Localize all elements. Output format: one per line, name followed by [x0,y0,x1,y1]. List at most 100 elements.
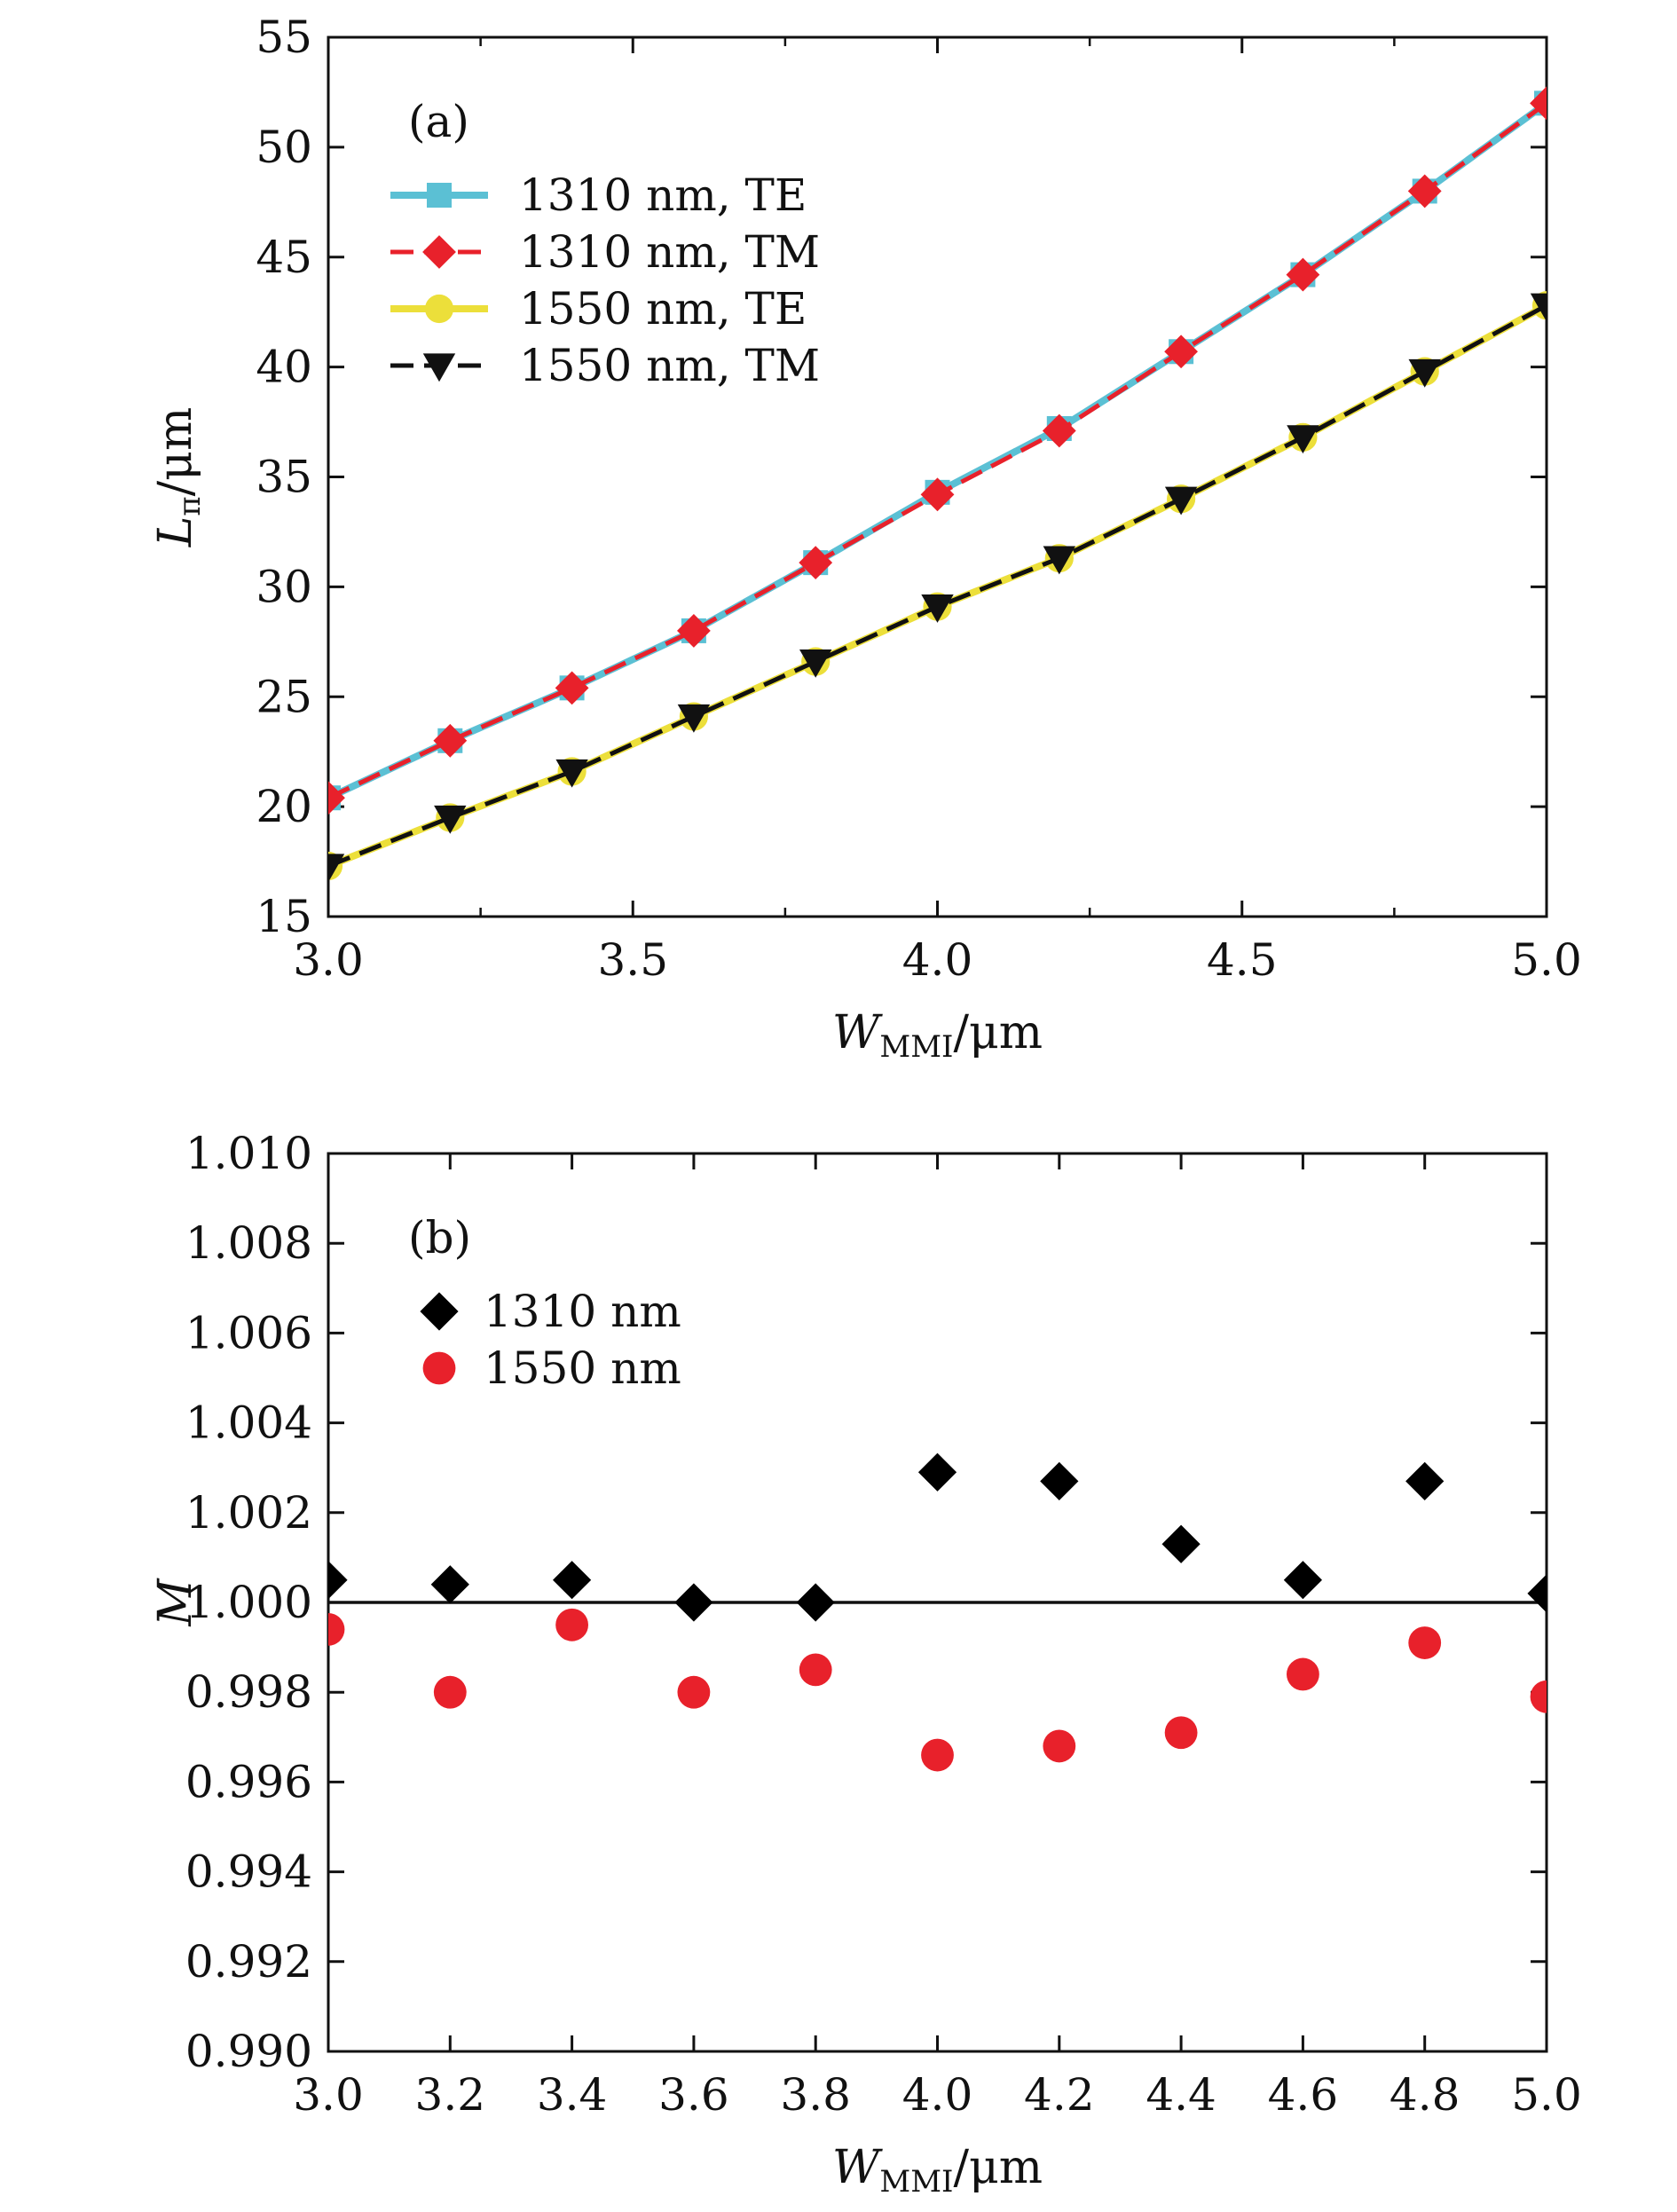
x-tick-label: 3.5 [597,934,668,986]
x-tick-label: 4.0 [902,2069,973,2121]
series-1310-nm-tm-point [1164,335,1198,369]
x-tick-label: 4.5 [1207,934,1278,986]
series-1550-nm-tm-point [555,759,588,788]
legend-1310-nm-label: 1310 nm [484,1286,681,1337]
series-1310-nm-tm-point [1407,174,1442,209]
series-1310-nm-tm-point [799,546,833,580]
series-1550-nm-point [799,1653,832,1687]
y-axis-label: M [149,1578,202,1627]
panel-label: (b) [408,1212,471,1263]
series-1310-nm-tm-line [328,101,1547,800]
series-1550-nm-tm-point [328,854,345,883]
plot-frame [327,35,1548,918]
series-1550-nm-tm-point [1408,358,1441,388]
series-1550-nm-point [921,1738,954,1772]
series-1310-nm-point [1527,1574,1547,1613]
x-tick-label: 5.0 [1511,2069,1582,2121]
series-1550-nm-point [1287,1657,1319,1691]
series-1310-nm-tm-point [920,477,955,512]
y-tick-label: 30 [256,561,312,612]
series-1550-nm-point [677,1675,711,1709]
series-1310-nm-tm-point [555,671,589,705]
series-1310-nm-point [553,1561,592,1600]
legend-1310-nm-te-label: 1310 nm, TE [519,169,807,221]
panel-b-chart: 3.0 3.2 3.4 3.6 3.8 4.0 4.2 4.4 4.6 4.8 5.0 0.990 0.… [149,1128,1582,2200]
series-1550-nm-point [1043,1729,1076,1763]
legend-1310-nm-tm-label: 1310 nm, TM [519,226,820,278]
y-tick-label: 40 [256,342,312,393]
x-tick-label: 3.6 [658,2069,729,2121]
y-tick-label: 0.990 [185,2026,312,2077]
y-tick-label: 1.008 [185,1217,312,1269]
series-1550-nm-point [1164,1716,1198,1750]
series-1550-nm-point [328,1612,345,1646]
y-tick-label: 1.004 [185,1397,312,1449]
y-axis-label-subscript: π [172,496,208,516]
y-axis-label: Lπ/μm [149,407,208,548]
series-1310-nm-tm-point [1042,413,1076,448]
x-axis-label: WMMI/μm [832,1006,1043,1065]
legend-1310-nm-tm-marker [422,235,456,269]
series-1550-nm-tm-point [677,704,711,733]
y-axis-label-symbol: L [149,516,202,548]
series-1550-nm-tm-point [434,805,467,834]
x-tick-label: 4.2 [1024,2069,1095,2121]
legend-1550-nm-te-marker [424,294,454,324]
series-1550-nm-tm-line [328,303,1547,869]
series-1310-nm-tm-point [1286,257,1320,292]
series-1550-nm-point [1530,1680,1547,1713]
series-1310-nm-tm-point [677,614,711,648]
y-tick-label: 1.002 [185,1487,312,1539]
x-axis-label: WMMI/μm [832,2141,1043,2200]
x-axis-label-unit: /μm [953,2141,1043,2194]
x-axis-label-unit: /μm [953,1006,1043,1059]
series-1550-nm-tm-point [799,649,832,678]
x-tick-label: 3.8 [780,2069,851,2121]
x-tick-label: 3.2 [415,2069,486,2121]
y-tick-label: 0.994 [185,1846,312,1898]
series-1550-nm-point [555,1608,588,1641]
x-axis-label-symbol: W [832,2141,883,2194]
legend-1550-nm-label: 1550 nm [484,1342,681,1394]
panel-a-chart: 3.0 3.5 4.0 4.5 5.0 15 20 25 30 35 40 45 50 55 WMMI/μm… [149,12,1582,1065]
x-tick-label: 4.4 [1146,2069,1216,2121]
x-axis-label-subscript: MMI [879,2164,953,2200]
series-1550-nm-point [1408,1626,1442,1659]
series-1310-nm-point [1283,1561,1322,1600]
series-1310-nm-point [1040,1461,1079,1500]
y-tick-label: 50 [256,122,312,173]
legend-1550-nm-tm-label: 1550 nm, TM [519,340,820,391]
panel-label: (a) [408,96,469,147]
y-axis-label-symbol: M [149,1578,202,1627]
x-tick-label: 4.6 [1268,2069,1339,2121]
legend-1310-nm-marker [420,1292,459,1331]
y-tick-label: 1.010 [185,1128,312,1179]
series-1310-nm-te-line [328,100,1547,801]
x-tick-label: 3.4 [537,2069,608,2121]
series-1550-nm-te-line [328,302,1547,870]
y-tick-label: 25 [256,671,312,722]
y-tick-label: 0.998 [185,1666,312,1718]
x-tick-label: 4.8 [1390,2069,1460,2121]
y-tick-label: 0.996 [185,1756,312,1807]
x-tick-label: 4.0 [902,934,973,986]
y-tick-label: 0.992 [185,1936,312,1988]
series-1550-nm-tm-point [1287,425,1319,454]
series-1310-nm-tm-point [328,781,345,815]
y-tick-label: 20 [256,781,312,832]
series-1310-nm-tm-point [1530,86,1547,121]
legend-1550-nm-tm-marker [422,353,456,382]
x-axis-label-subscript: MMI [879,1029,953,1065]
series-1310-nm-point [1405,1461,1445,1500]
y-tick-label: 45 [256,232,312,283]
series-1310-nm-point [1161,1524,1201,1563]
series-1550-nm-tm-point [921,594,954,623]
y-tick-label: 15 [256,891,312,942]
x-tick-label: 3.0 [293,2069,364,2121]
series-1310-nm-point [917,1452,957,1492]
x-axis-label-symbol: W [832,1006,883,1059]
series-1550-nm-tm-point [1043,546,1075,575]
series-1310-nm-point [674,1583,713,1622]
legend-1310-nm-te-marker [427,183,452,208]
data-layer [328,86,1547,883]
